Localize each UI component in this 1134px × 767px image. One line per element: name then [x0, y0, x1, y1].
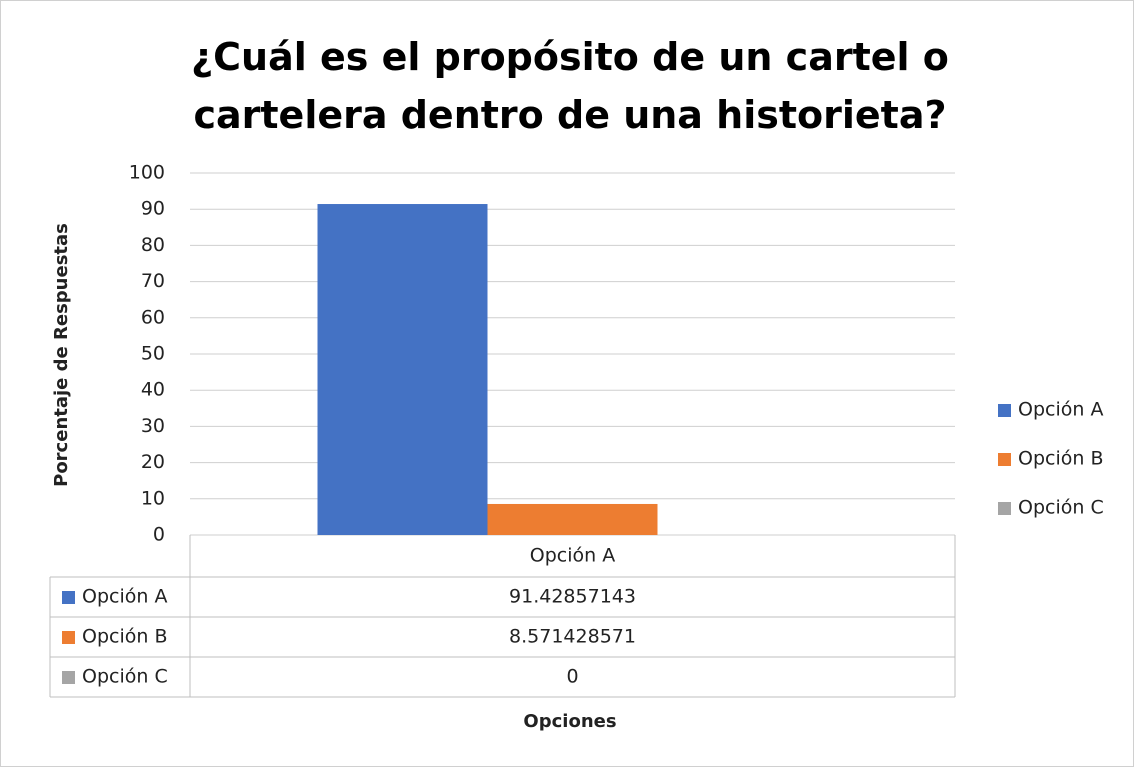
y-tick-label: 60 — [141, 306, 165, 328]
table-value: 8.571428571 — [509, 626, 636, 648]
legend-key — [998, 404, 1011, 417]
table-legend-key — [62, 591, 75, 604]
y-tick-label: 30 — [141, 415, 165, 437]
y-tick-label: 70 — [141, 270, 165, 292]
y-tick-label: 40 — [141, 379, 165, 401]
y-tick-label: 100 — [129, 162, 165, 184]
bar — [317, 204, 488, 535]
y-axis-label: Porcentaje de Respuestas — [51, 223, 72, 487]
legend-label: Opción A — [1018, 399, 1103, 421]
legend-label: Opción B — [1018, 448, 1103, 470]
table-value: 0 — [566, 666, 578, 688]
legend-key — [998, 502, 1011, 515]
legend-key — [998, 453, 1011, 466]
x-axis-label: Opciones — [523, 711, 616, 732]
legend-label: Opción C — [1018, 497, 1104, 519]
y-tick-label: 10 — [141, 487, 165, 509]
y-tick-label: 80 — [141, 234, 165, 256]
table-value: 91.42857143 — [509, 586, 636, 608]
chart-title: ¿Cuál es el propósito de un cartel o car… — [191, 35, 949, 137]
y-tick-label: 50 — [141, 343, 165, 365]
y-tick-label: 90 — [141, 198, 165, 220]
table-row-label: Opción B — [82, 626, 167, 648]
y-tick-label: 20 — [141, 451, 165, 473]
table-legend-key — [62, 671, 75, 684]
bar — [487, 503, 658, 535]
table-row-label: Opción A — [82, 586, 167, 608]
table-row-label: Opción C — [82, 666, 168, 688]
x-tick-label: Opción A — [530, 545, 615, 567]
table-legend-key — [62, 631, 75, 644]
y-tick-label: 0 — [153, 524, 165, 546]
